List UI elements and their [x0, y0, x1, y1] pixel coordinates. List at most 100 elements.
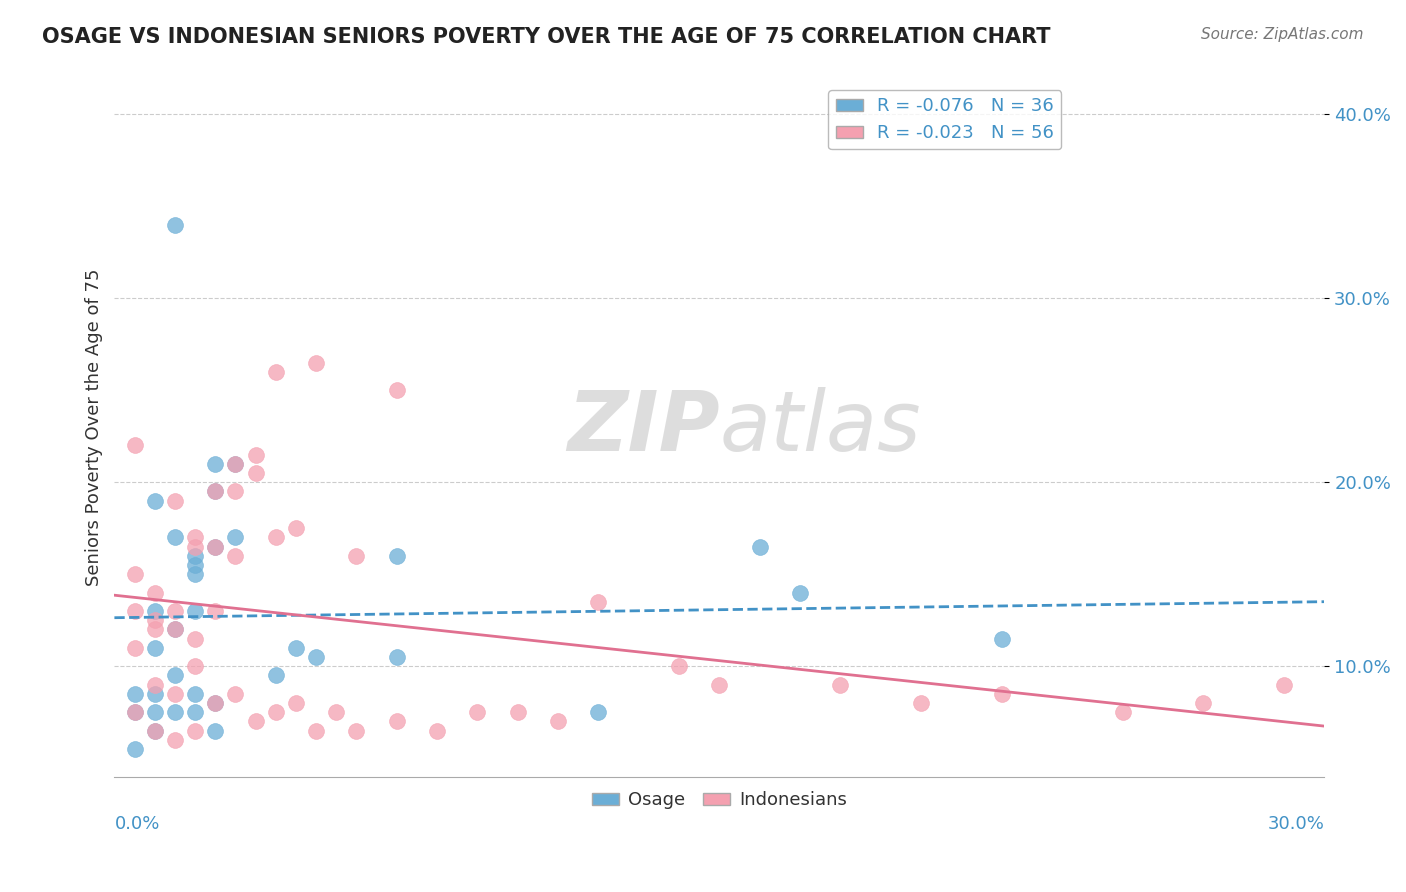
Point	[163, 732, 186, 747]
Point	[426, 723, 449, 738]
Point	[709, 678, 731, 692]
Point	[184, 540, 207, 554]
Point	[245, 466, 267, 480]
Point	[163, 668, 186, 682]
Text: OSAGE VS INDONESIAN SENIORS POVERTY OVER THE AGE OF 75 CORRELATION CHART: OSAGE VS INDONESIAN SENIORS POVERTY OVER…	[42, 27, 1050, 46]
Point	[184, 687, 207, 701]
Point	[184, 632, 207, 646]
Point	[204, 540, 226, 554]
Point	[163, 530, 186, 544]
Point	[204, 696, 226, 710]
Point	[163, 623, 186, 637]
Point	[143, 604, 166, 618]
Point	[1272, 678, 1295, 692]
Point	[344, 549, 367, 563]
Point	[124, 567, 146, 582]
Point	[124, 705, 146, 719]
Point	[204, 540, 226, 554]
Point	[163, 218, 186, 232]
Point	[163, 604, 186, 618]
Point	[204, 696, 226, 710]
Point	[224, 457, 246, 471]
Point	[204, 484, 226, 499]
Point	[224, 549, 246, 563]
Point	[588, 595, 610, 609]
Point	[184, 659, 207, 673]
Text: 0.0%: 0.0%	[114, 815, 160, 833]
Point	[124, 604, 146, 618]
Point	[748, 540, 770, 554]
Point	[245, 448, 267, 462]
Point	[204, 457, 226, 471]
Point	[224, 530, 246, 544]
Point	[910, 696, 932, 710]
Text: atlas: atlas	[720, 386, 921, 467]
Point	[143, 705, 166, 719]
Point	[124, 438, 146, 452]
Point	[143, 640, 166, 655]
Point	[789, 585, 811, 599]
Point	[184, 549, 207, 563]
Point	[204, 484, 226, 499]
Point	[224, 457, 246, 471]
Point	[588, 705, 610, 719]
Point	[305, 650, 328, 665]
Point	[163, 705, 186, 719]
Point	[385, 549, 408, 563]
Point	[184, 530, 207, 544]
Point	[204, 723, 226, 738]
Point	[224, 484, 246, 499]
Point	[990, 632, 1012, 646]
Point	[284, 521, 307, 535]
Point	[830, 678, 852, 692]
Point	[990, 687, 1012, 701]
Point	[163, 623, 186, 637]
Point	[143, 623, 166, 637]
Point	[385, 383, 408, 397]
Point	[124, 640, 146, 655]
Y-axis label: Seniors Poverty Over the Age of 75: Seniors Poverty Over the Age of 75	[86, 268, 103, 586]
Point	[264, 705, 287, 719]
Point	[305, 356, 328, 370]
Point	[467, 705, 489, 719]
Point	[668, 659, 690, 673]
Point	[184, 604, 207, 618]
Point	[184, 567, 207, 582]
Point	[264, 668, 287, 682]
Text: Source: ZipAtlas.com: Source: ZipAtlas.com	[1201, 27, 1364, 42]
Point	[547, 714, 569, 729]
Text: ZIP: ZIP	[567, 386, 720, 467]
Point	[163, 493, 186, 508]
Point	[506, 705, 529, 719]
Point	[143, 585, 166, 599]
Point	[325, 705, 347, 719]
Point	[184, 705, 207, 719]
Point	[124, 687, 146, 701]
Point	[264, 530, 287, 544]
Point	[1192, 696, 1215, 710]
Point	[124, 742, 146, 756]
Point	[385, 650, 408, 665]
Point	[224, 687, 246, 701]
Point	[385, 714, 408, 729]
Point	[143, 493, 166, 508]
Point	[184, 558, 207, 572]
Text: 30.0%: 30.0%	[1268, 815, 1324, 833]
Point	[1112, 705, 1135, 719]
Point	[143, 687, 166, 701]
Point	[163, 687, 186, 701]
Point	[305, 723, 328, 738]
Legend: Osage, Indonesians: Osage, Indonesians	[585, 784, 855, 816]
Point	[245, 714, 267, 729]
Point	[264, 365, 287, 379]
Point	[143, 678, 166, 692]
Point	[284, 696, 307, 710]
Point	[143, 723, 166, 738]
Point	[124, 705, 146, 719]
Point	[284, 640, 307, 655]
Point	[204, 604, 226, 618]
Point	[143, 723, 166, 738]
Point	[143, 613, 166, 627]
Point	[184, 723, 207, 738]
Point	[344, 723, 367, 738]
